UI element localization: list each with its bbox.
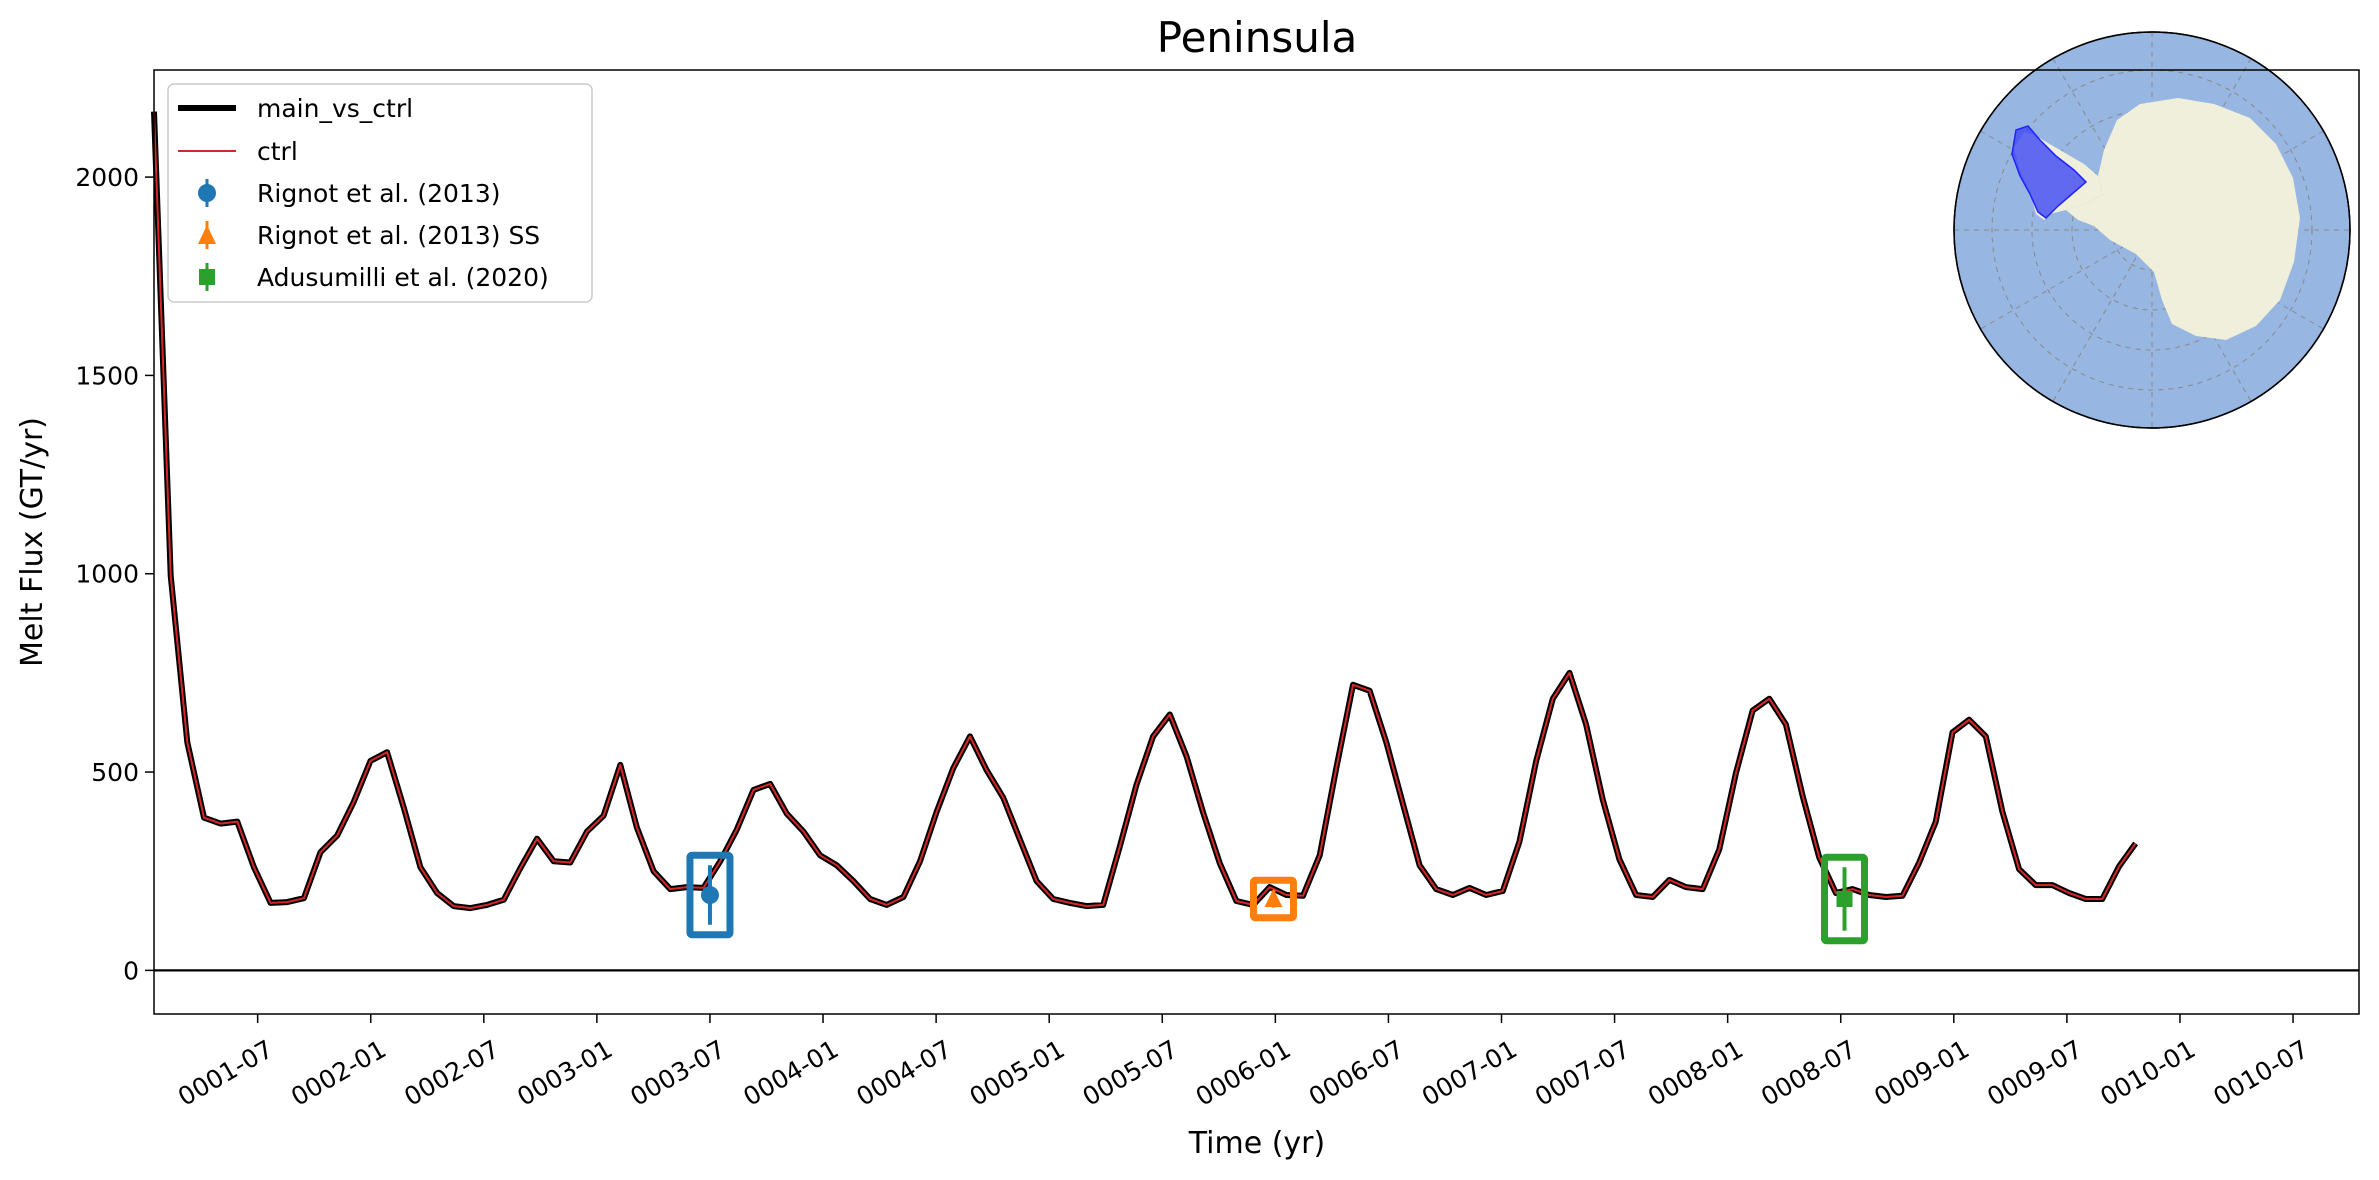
meridian-line — [1980, 130, 2324, 330]
y-axis: 0 500 1000 1500 2000 — [75, 163, 154, 985]
legend-label: ctrl — [257, 137, 298, 166]
peninsula-highlight-region — [2011, 125, 2088, 219]
x-tick-label: 0006-07 — [1304, 1034, 1409, 1111]
triangle-marker — [1264, 888, 1283, 907]
x-tick-label: 0005-01 — [965, 1034, 1070, 1111]
x-tick-label: 0008-07 — [1756, 1034, 1861, 1111]
chart-title: Peninsula — [1157, 13, 1357, 62]
x-tick-label: 0007-07 — [1530, 1034, 1635, 1111]
observation-box — [1821, 853, 1868, 945]
plot-frame — [153, 69, 2360, 1015]
observation-box — [686, 851, 734, 939]
legend-circle-marker — [198, 184, 216, 202]
inset-map — [1953, 31, 2351, 429]
legend-label: Rignot et al. (2013) SS — [257, 221, 540, 250]
x-axis: 0001-07 0002-01 0002-07 0003-01 0003-07 0004-… — [173, 1014, 2313, 1112]
legend-triangle-marker — [198, 225, 216, 244]
inset-border — [1953, 31, 2351, 429]
antarctica-landmass — [2066, 98, 2300, 340]
observation-rignot-2013-ss — [1249, 876, 1297, 922]
x-tick-label: 0009-01 — [1869, 1034, 1974, 1111]
x-tick-label: 0003-07 — [625, 1034, 730, 1111]
y-tick-label: 500 — [91, 758, 139, 787]
series-line-ctrl — [153, 111, 2137, 910]
x-tick-label: 0010-01 — [2095, 1034, 2200, 1111]
legend-label: Rignot et al. (2013) — [257, 179, 501, 208]
x-tick-label: 0010-07 — [2208, 1034, 2313, 1111]
x-tick-label: 0003-01 — [512, 1034, 617, 1111]
x-axis-label: Time (yr) — [1188, 1126, 1325, 1161]
x-tick-label: 0002-01 — [286, 1034, 391, 1111]
y-tick-label: 2000 — [75, 163, 139, 192]
legend-label: main_vs_ctrl — [257, 94, 413, 123]
circle-marker — [700, 886, 719, 905]
x-tick-label: 0002-07 — [399, 1034, 504, 1111]
square-marker — [1836, 890, 1853, 907]
y-axis-label: Melt Flux (GT/yr) — [15, 417, 50, 667]
observation-box — [1249, 876, 1297, 922]
observation-rignot-2013 — [686, 851, 734, 939]
x-tick-label: 0009-07 — [1982, 1034, 2087, 1111]
x-tick-label: 0006-01 — [1191, 1034, 1296, 1111]
marks-layer — [151, 111, 2359, 972]
x-tick-label: 0004-07 — [852, 1034, 957, 1111]
x-tick-label: 0005-07 — [1078, 1034, 1183, 1111]
x-tick-label: 0004-01 — [738, 1034, 843, 1111]
y-tick-label: 0 — [123, 956, 139, 985]
x-tick-label: 0008-01 — [1643, 1034, 1748, 1111]
legend-label: Adusumilli et al. (2020) — [257, 263, 549, 292]
y-tick-label: 1000 — [75, 560, 139, 589]
legend-square-marker — [199, 269, 215, 285]
x-tick-label: 0001-07 — [173, 1034, 278, 1111]
y-tick-label: 1500 — [75, 361, 139, 390]
x-tick-label: 0007-01 — [1417, 1034, 1522, 1111]
legend-frame — [167, 83, 593, 303]
observation-adusumilli-2020 — [1821, 853, 1868, 945]
